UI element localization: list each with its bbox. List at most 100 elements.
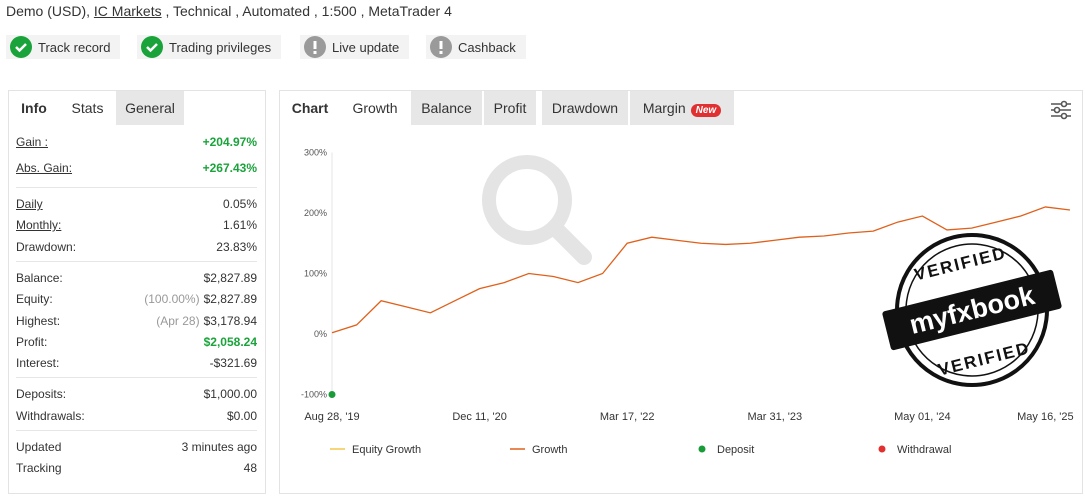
stat-value: $2,827.89 <box>203 292 257 307</box>
growth-line <box>331 206 1071 334</box>
stat-row: Abs. Gain: +267.43% <box>16 161 257 179</box>
stat-value: 0.05% <box>222 197 257 211</box>
growth-chart: -100% 0% 100% 200% 300% Aug 28, '19 Dec 11, '2… <box>301 148 1074 457</box>
status-icon <box>430 36 452 58</box>
stat-value: $2,827.89 <box>203 270 257 285</box>
stat-value-wrap: 1.61% <box>223 218 257 232</box>
stat-label: Updated <box>16 440 62 454</box>
status-icon <box>141 36 163 58</box>
stats-panel: Info Stats General Gain : +204.97% Abs. Gain:… <box>8 90 266 494</box>
stat-row: Highest: (Apr 28) $3,178.94 <box>16 314 257 332</box>
tab-label: Profit <box>493 100 527 116</box>
tab[interactable]: Stats <box>59 91 116 125</box>
stat-label: Abs. Gain: <box>16 161 73 175</box>
x-tick-label: May 16, '25 <box>1017 411 1074 423</box>
stat-label: Monthly: <box>16 218 62 233</box>
tab[interactable]: Growth <box>341 91 409 125</box>
separator <box>16 430 257 431</box>
stat-row: Tracking 48 <box>16 461 257 479</box>
stat-value-wrap: (Apr 28) $3,178.94 <box>156 314 257 328</box>
stat-label: Gain : <box>16 135 49 149</box>
stat-value-wrap: $2,827.89 <box>204 271 257 285</box>
stat-label: Drawdown: <box>16 239 77 254</box>
legend-swatch <box>878 445 886 453</box>
legend-swatch <box>698 445 706 453</box>
stat-value: $1,000.00 <box>203 387 257 402</box>
separator <box>16 260 257 262</box>
stat-label: Equity: <box>16 292 53 307</box>
stat-value: -$321.69 <box>209 356 257 371</box>
stat-label: Highest: <box>16 313 61 328</box>
legend-label: Equity Growth <box>352 444 421 456</box>
check <box>15 43 27 53</box>
tab[interactable]: Info <box>9 91 59 125</box>
stat-row: Drawdown: 23.83% <box>16 240 257 258</box>
stat-value-wrap: 0.05% <box>223 197 257 211</box>
tab[interactable]: Chart <box>280 91 340 125</box>
check-circle <box>141 36 163 58</box>
tab[interactable]: Drawdown <box>542 91 628 125</box>
stat-value-wrap: +204.97% <box>203 135 257 149</box>
stat-value: $2,058.24 <box>203 334 257 349</box>
stat-label: Withdrawals: <box>16 408 85 423</box>
y-tick-label: 200% <box>304 208 327 218</box>
stat-value: 3 minutes ago <box>181 440 257 454</box>
legend-label: Growth <box>532 444 567 456</box>
stat-value-wrap: $2,058.24 <box>204 335 257 349</box>
stat-value-wrap: +267.43% <box>203 161 257 175</box>
stamp-band <box>882 269 1062 351</box>
y-tick-label: 300% <box>304 148 327 158</box>
x-tick-label: Mar 31, '23 <box>747 411 802 423</box>
warn-dot <box>439 51 443 54</box>
badge-label: Track record <box>38 39 111 55</box>
badge-label: Trading privileges <box>169 39 272 55</box>
new-tag: New <box>690 104 722 117</box>
y-tick-label: -100% <box>301 390 327 400</box>
account-details: , Technical , Automated , 1:500 , MetaTr… <box>165 3 452 19</box>
x-tick-label: Dec 11, '20 <box>452 411 506 423</box>
stat-value: 23.83% <box>216 239 257 254</box>
y-tick-label: 100% <box>304 269 327 279</box>
stat-value: $0.00 <box>226 408 257 423</box>
watermark <box>482 155 592 265</box>
stat-row: Updated 3 minutes ago <box>16 440 257 458</box>
stat-label: Profit: <box>16 334 48 349</box>
stat-row: Gain : +204.97% <box>16 135 257 153</box>
stat-value: +267.43% <box>202 161 257 175</box>
tab-label: Growth <box>352 100 398 116</box>
stat-row: Interest: -$321.69 <box>16 356 257 374</box>
stat-row: Withdrawals: $0.00 <box>16 409 257 427</box>
tab[interactable]: Balance <box>411 91 482 125</box>
tab[interactable]: Profit <box>484 91 536 125</box>
tab-label: Margin <box>642 100 686 116</box>
badge: Live update <box>300 35 410 59</box>
x-tick-label: Mar 17, '22 <box>600 411 655 423</box>
stat-value: $3,178.94 <box>203 313 257 328</box>
stat-label: Balance: <box>16 270 63 285</box>
broker-link[interactable]: IC Markets <box>93 3 162 19</box>
stat-row: Daily 0.05% <box>16 197 257 215</box>
warn-bar <box>439 41 443 49</box>
stat-value-wrap: 23.83% <box>216 240 257 254</box>
y-tick-label: 0% <box>314 329 327 339</box>
stat-note: (Apr 28) <box>156 313 200 328</box>
legend-label: Withdrawal <box>897 444 951 456</box>
stat-label: Interest: <box>16 356 60 371</box>
check-circle <box>10 36 32 58</box>
badge: Trading privileges <box>137 35 282 59</box>
stat-row: Monthly: 1.61% <box>16 218 257 236</box>
stat-note: (100.00%) <box>144 292 200 307</box>
legend-label: Deposit <box>717 444 754 456</box>
settings-icon[interactable] <box>1050 100 1072 120</box>
badge-label: Live update <box>332 39 400 55</box>
tab[interactable]: General <box>116 91 184 125</box>
separator <box>16 377 257 379</box>
badge-label: Cashback <box>458 39 516 55</box>
stat-row: Equity: (100.00%) $2,827.89 <box>16 292 257 310</box>
status-icon <box>10 36 32 58</box>
tab[interactable]: Margin New <box>630 91 734 125</box>
deposit-point <box>328 391 336 398</box>
check <box>146 43 158 53</box>
